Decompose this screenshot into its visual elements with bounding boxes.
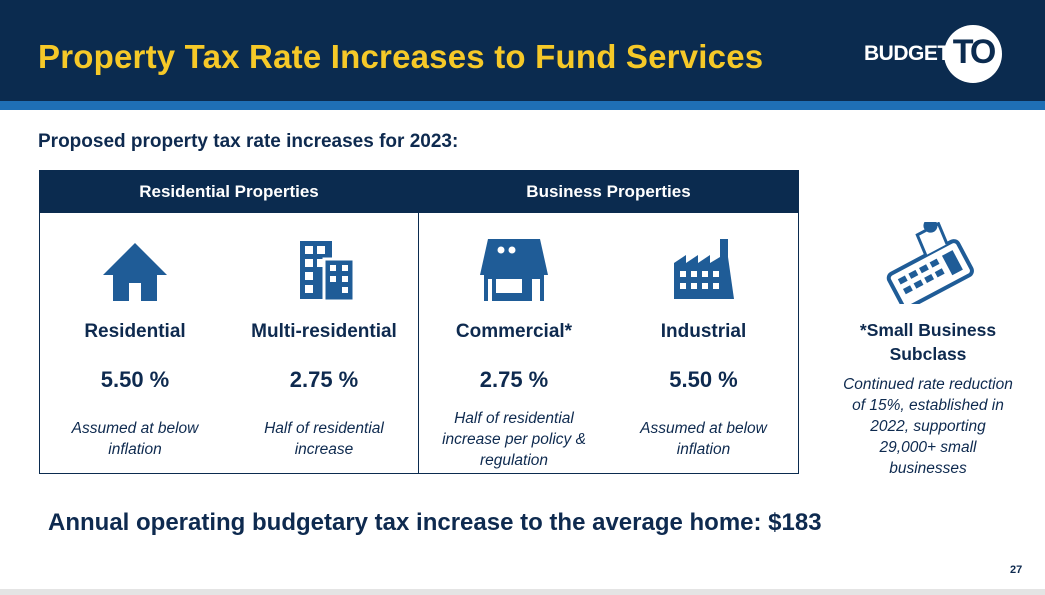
header-accent-rule: [0, 101, 1045, 110]
rate-commercial: 2.75 %: [479, 367, 549, 392]
table-divider: [418, 171, 419, 473]
average-home-increase: Annual operating budgetary tax increase …: [48, 509, 822, 536]
logo-mark: TO: [952, 33, 997, 71]
budget-to-logo: BUDGET TO: [864, 25, 1014, 83]
small-business-note: Continued rate reduction of 15%, establi…: [843, 376, 1013, 477]
note-industrial: Assumed at below inflation: [640, 420, 767, 458]
apartment-building-icon: [230, 235, 418, 307]
header-residential-properties: Residential Properties: [40, 171, 418, 213]
header-business-properties: Business Properties: [419, 171, 798, 213]
bottom-rule: [0, 589, 1045, 595]
subtitle: Proposed property tax rate increases for…: [38, 131, 459, 152]
label-multi-residential: Multi-residential: [251, 321, 397, 342]
rate-table: Residential Properties Business Properti…: [39, 170, 799, 474]
label-residential: Residential: [84, 321, 186, 342]
page-number: 27: [1010, 564, 1023, 576]
column-multi-residential: Multi-residential 2.75 % Half of residen…: [230, 213, 418, 473]
label-industrial: Industrial: [660, 321, 747, 342]
rate-residential: 5.50 %: [100, 367, 170, 392]
note-multi-residential: Half of residential increase: [264, 420, 384, 458]
small-business-label: *Small Business Subclass: [859, 320, 997, 364]
label-commercial: Commercial*: [455, 321, 573, 342]
page-title: Property Tax Rate Increases to Fund Serv…: [38, 38, 764, 75]
column-residential: Residential 5.50 % Assumed at below infl…: [40, 213, 230, 473]
logo-circle: [944, 25, 1002, 83]
storefront-icon: [419, 235, 609, 307]
house-icon: [40, 235, 230, 307]
logo-text: BUDGET: [864, 42, 950, 65]
factory-icon: [609, 235, 798, 307]
column-commercial: Commercial* 2.75 % Half of residential i…: [419, 213, 609, 473]
header-bar: [0, 0, 1045, 101]
note-commercial: Half of residential increase per policy …: [442, 410, 586, 469]
small-business-subclass: *Small Business Subclass Continued rate …: [840, 222, 1016, 479]
note-residential: Assumed at below inflation: [71, 420, 199, 458]
rate-industrial: 5.50 %: [669, 367, 738, 392]
column-industrial: Industrial 5.50 % Assumed at below infla…: [609, 213, 798, 473]
rate-multi-residential: 2.75 %: [289, 367, 359, 392]
calculator-receipt-icon: [840, 222, 1016, 304]
